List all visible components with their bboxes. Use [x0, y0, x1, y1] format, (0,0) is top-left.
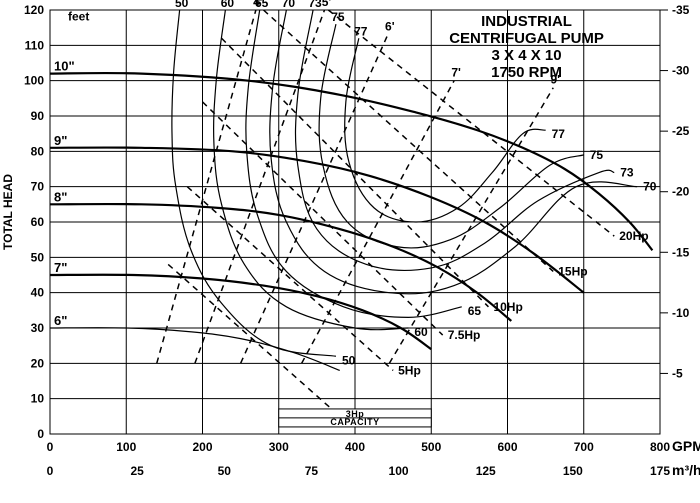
xtick-m3h: 100	[389, 464, 409, 478]
ytick-ft: 120	[24, 3, 44, 17]
impeller-label: 9"	[54, 133, 67, 148]
ytick-ft: 10	[31, 392, 45, 406]
ytick-m: -15	[672, 245, 690, 259]
impeller-label: 7"	[54, 260, 67, 275]
ytick-ft: 70	[31, 180, 45, 194]
hp-label: 20Hp	[619, 229, 648, 243]
npsh-label: 4'	[253, 0, 263, 9]
capacity-label-bottom: CAPACITY	[330, 417, 379, 427]
efficiency-label: 73	[620, 166, 634, 180]
hp-label: 7.5Hp	[448, 328, 481, 342]
xtick-gpm: 100	[116, 440, 136, 454]
npsh-label: 9'	[550, 73, 560, 87]
impeller-label: 10"	[54, 59, 75, 74]
efficiency-curve	[172, 10, 336, 356]
hp-label: 10Hp	[493, 300, 522, 314]
efficiency-label: 60	[414, 325, 428, 339]
hp-label: 5Hp	[398, 363, 421, 377]
efficiency-curve	[270, 10, 637, 294]
ytick-m: -35	[672, 3, 690, 17]
pump-performance-chart: 0100200300400500600700800025507510012515…	[0, 0, 700, 503]
ytick-m: -20	[672, 185, 690, 199]
impeller-label: 6"	[54, 313, 67, 328]
hp-curve	[187, 187, 393, 371]
xtick-m3h: 150	[563, 464, 583, 478]
xtick-m3h: 25	[130, 464, 144, 478]
xtick-gpm: 800	[650, 440, 670, 454]
chart-title-line: INDUSTRIAL	[481, 13, 572, 30]
impeller-curve	[50, 73, 652, 250]
xtick-m3h: 0	[47, 464, 54, 478]
xtick-m3h: 50	[218, 464, 232, 478]
ytick-ft: 40	[31, 286, 45, 300]
x-axis-label-gpm: GPM	[672, 438, 700, 454]
ytick-ft: 90	[31, 109, 45, 123]
ytick-ft: 110	[25, 38, 45, 52]
impeller-label: 8"	[54, 189, 67, 204]
efficiency-curve	[295, 10, 614, 270]
npsh-label: 7'	[451, 66, 461, 80]
efficiency-label: 70	[282, 0, 296, 10]
npsh-label: 5'	[322, 0, 332, 9]
impeller-curve	[50, 148, 584, 293]
xtick-m3h: 75	[305, 464, 319, 478]
xtick-gpm: 700	[574, 440, 594, 454]
efficiency-curve	[246, 10, 462, 317]
efficiency-label: 65	[468, 304, 482, 318]
ytick-ft: 100	[24, 74, 44, 88]
xtick-gpm: 500	[421, 440, 441, 454]
efficiency-label: 75	[590, 148, 604, 162]
ytick-ft: 30	[31, 321, 45, 335]
x-axis-label-m3h: m³/h	[672, 462, 700, 478]
ytick-m: -30	[672, 64, 690, 78]
hp-label: 15Hp	[558, 264, 587, 278]
efficiency-label: 50	[175, 0, 189, 10]
xtick-gpm: 300	[269, 440, 289, 454]
xtick-gpm: 200	[192, 440, 212, 454]
xtick-gpm: 0	[47, 440, 54, 454]
ytick-ft: 20	[31, 356, 45, 370]
efficiency-label: 73	[308, 0, 322, 10]
ytick-ft: 60	[31, 215, 45, 229]
efficiency-label: 50	[342, 353, 356, 367]
ytick-m: -25	[672, 124, 690, 138]
xtick-m3h: 125	[476, 464, 496, 478]
ytick-m: -10	[672, 306, 690, 320]
y-unit-feet: feet	[68, 10, 89, 24]
xtick-m3h: 175	[650, 464, 670, 478]
xtick-gpm: 400	[345, 440, 365, 454]
ytick-ft: 0	[37, 427, 44, 441]
y-axis-label: TOTAL HEAD	[1, 174, 15, 250]
impeller-curve	[50, 328, 340, 371]
ytick-m: -5	[672, 366, 683, 380]
xtick-gpm: 600	[497, 440, 517, 454]
ytick-ft: 50	[31, 250, 45, 264]
chart-title-line: 3 X 4 X 10	[492, 47, 562, 64]
efficiency-label: 60	[221, 0, 235, 10]
hp-curve	[203, 102, 443, 335]
npsh-label: 6'	[385, 20, 395, 34]
ytick-ft: 80	[31, 144, 45, 158]
efficiency-label: 77	[552, 127, 566, 141]
chart-title-line: CENTRIFUGAL PUMP	[449, 30, 604, 47]
efficiency-label: 70	[643, 180, 657, 194]
